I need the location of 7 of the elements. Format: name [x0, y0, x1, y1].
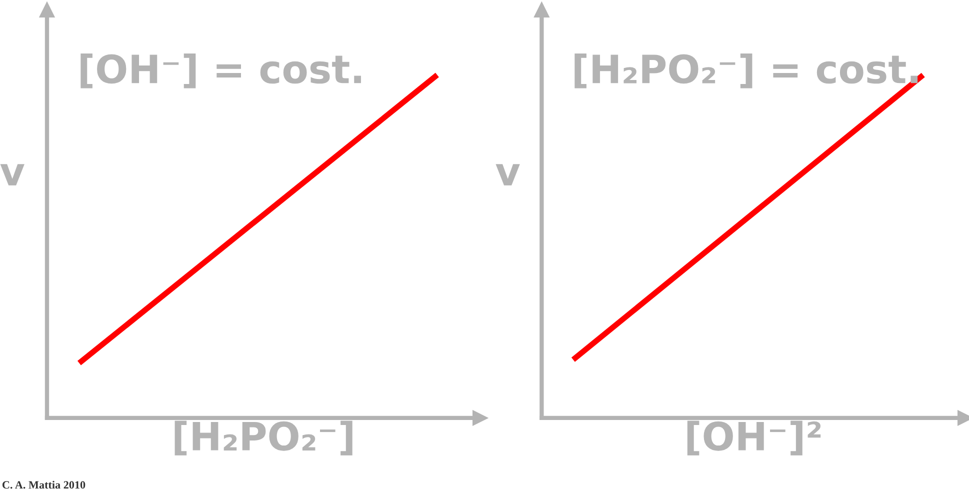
chart-title: [H₂PO₂⁻] = cost. [574, 54, 918, 88]
x-axis-title: [OH⁻]² [687, 420, 821, 456]
y-axis-title: v [0, 164, 24, 186]
x-axis-title: [H₂PO₂⁻] [174, 420, 352, 456]
chart-title: [OH⁻] = cost. [80, 54, 361, 88]
text: C. A. Mattia 2010 [2, 480, 86, 489]
y-axis-title: v [496, 164, 520, 186]
